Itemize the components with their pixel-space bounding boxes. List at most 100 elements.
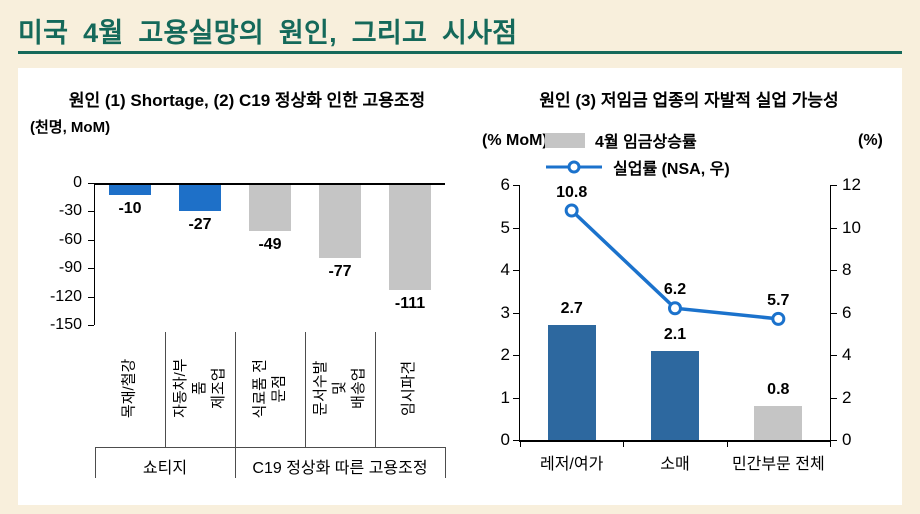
- left-tick-mark: [513, 312, 519, 314]
- bar-value-label: 2.7: [560, 300, 583, 318]
- right-tick-label: 2: [842, 387, 852, 407]
- y-tick-label: -90: [58, 259, 82, 277]
- category-separator: [165, 332, 166, 447]
- y-tick-mark: [88, 211, 94, 213]
- x-tick-mark: [830, 442, 831, 447]
- left-tick-mark: [513, 440, 519, 441]
- y-tick-mark: [88, 325, 94, 326]
- bar-value-label: -111: [394, 295, 426, 313]
- chart2-right-axis-unit: (%): [858, 132, 883, 149]
- group-separator: [445, 447, 446, 478]
- right-tick-mark: [831, 270, 837, 271]
- right-tick-mark: [831, 227, 837, 229]
- legend-wage-label: 4월 임금상승률: [595, 134, 697, 151]
- bar: [249, 185, 291, 232]
- x-tick-mark: [520, 442, 521, 447]
- group-separator: [235, 447, 236, 478]
- right-tick-label: 0: [842, 430, 852, 449]
- unemployment-line-swatch-icon: [545, 159, 603, 175]
- y-axis-line: [94, 183, 95, 325]
- page-title: 미국 4월 고용실망의 원인, 그리고 시사점: [18, 18, 518, 48]
- wage-bar-swatch-icon: [545, 132, 585, 148]
- bar-value-label: -10: [118, 199, 142, 217]
- category-separator: [235, 332, 236, 447]
- left-tick-label: 6: [500, 175, 510, 194]
- x-category-label: 레저/여가: [539, 456, 604, 473]
- bar: [109, 185, 151, 195]
- left-tick-label: 2: [500, 345, 510, 364]
- category-label-text: 식료품 전문점: [251, 358, 287, 419]
- y-tick-label: -150: [49, 316, 82, 333]
- x-axis-line: [519, 440, 831, 442]
- x-tick-mark: [623, 442, 625, 447]
- chart1-unit-label: (천명, MoM): [30, 119, 111, 136]
- category-label: 임시파견: [375, 332, 445, 445]
- right-tick-label: 4: [842, 345, 852, 364]
- bar: [651, 350, 699, 441]
- left-tick-label: 1: [500, 387, 510, 407]
- left-tick-mark: [513, 185, 519, 186]
- x-tick-mark: [726, 442, 728, 447]
- category-label-text: 문서수발 및 배송업: [311, 360, 367, 417]
- line-value-label: 6.2: [663, 281, 687, 299]
- bar: [179, 185, 221, 211]
- category-label: 목재/철강: [95, 332, 165, 445]
- chart1-plot: 0 -30 -60 -90 -120 -150 -10 목재/철강 -27 자동차/부품 제조업 -…: [30, 174, 466, 500]
- bar: [547, 325, 596, 441]
- y-tick-label: -120: [49, 287, 82, 305]
- left-tick-mark: [513, 270, 519, 271]
- category-label-text: 목재/철강: [120, 358, 138, 419]
- left-tick-label: 3: [500, 302, 510, 322]
- right-tick-label: 10: [842, 217, 861, 237]
- group-separator: [95, 447, 96, 478]
- y-tick-mark: [88, 183, 94, 184]
- bar: [319, 185, 361, 258]
- category-label-text: 임시파견: [400, 360, 418, 417]
- y-tick-label: 0: [73, 174, 82, 191]
- left-tick-label: 4: [500, 260, 510, 279]
- y-tick-mark: [88, 268, 94, 270]
- right-tick-label: 8: [842, 260, 852, 279]
- charts-panel: 원인 (1) Shortage, (2) C19 정상화 인한 고용조정 (천명…: [18, 68, 902, 505]
- left-tick-mark: [513, 227, 519, 229]
- zero-line: [95, 183, 445, 185]
- bar-value-label: -77: [328, 262, 352, 280]
- chart1-title: 원인 (1) Shortage, (2) C19 정상화 인한 고용조정: [68, 91, 426, 110]
- right-tick-mark: [831, 185, 837, 186]
- left-tick-mark: [513, 397, 519, 399]
- right-tick-mark: [831, 440, 837, 441]
- left-tick-label: 5: [500, 217, 510, 237]
- group-label: 쇼티지: [142, 460, 188, 477]
- bar: [754, 406, 803, 440]
- group-top-line: [95, 447, 445, 448]
- right-tick-mark: [831, 312, 837, 314]
- title-underline: [18, 51, 902, 54]
- bar-value-label: 2.1: [663, 325, 687, 343]
- x-category-label: 소매: [660, 456, 690, 473]
- y-tick-mark: [88, 239, 94, 241]
- right-tick-mark: [831, 355, 837, 356]
- bar: [389, 185, 431, 291]
- right-tick-mark: [831, 397, 837, 399]
- category-label: 자동차/부품 제조업: [165, 332, 235, 445]
- chart2-title: 원인 (3) 저임금 업종의 자발적 실업 가능성: [539, 91, 839, 110]
- line-value-label: 5.7: [767, 291, 790, 309]
- left-axis-line: [519, 185, 520, 441]
- y-tick-label: -60: [58, 230, 82, 248]
- chart2-plot: 0 1 2 3 4 5 6 0 2 4 6 8 10 12 2.7 레저/여가 2.1 소매 0.8 민간부문 전체 1…: [480, 175, 900, 500]
- line-value-label: 10.8: [556, 183, 588, 201]
- legend-item-unemployment: 실업률 (NSA, 우): [545, 157, 730, 178]
- y-tick-mark: [88, 296, 94, 298]
- x-category-label: 민간부문 전체: [731, 456, 825, 473]
- bar-value-label: 0.8: [767, 381, 790, 398]
- bar-value-label: -49: [258, 236, 282, 254]
- category-separator: [305, 332, 306, 447]
- legend-item-wage-growth: 4월 임금상승률: [545, 130, 730, 151]
- right-axis-line: [830, 185, 831, 441]
- left-tick-label: 0: [500, 430, 510, 449]
- left-tick-mark: [513, 355, 519, 356]
- right-tick-label: 12: [842, 175, 861, 194]
- chart2-legend: 4월 임금상승률 실업률 (NSA, 우): [545, 130, 730, 178]
- group-label: C19 정상화 따른 고용조정: [252, 460, 428, 477]
